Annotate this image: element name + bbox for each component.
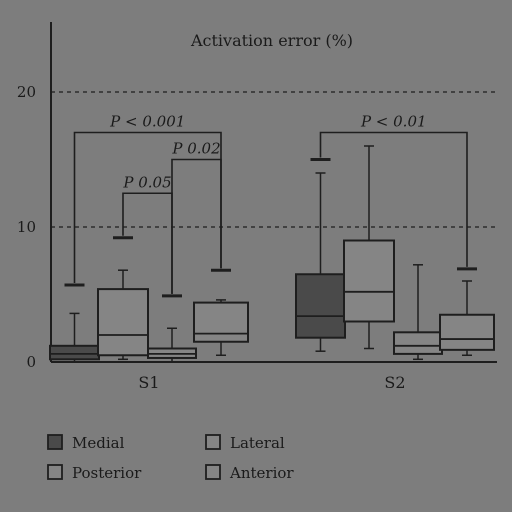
box-anterior-s1 (193, 268, 249, 356)
significance-label: P < 0.01 (360, 113, 427, 131)
legend-swatch (205, 464, 221, 480)
legend-swatch (47, 434, 63, 450)
legend-item-medial: Medial (47, 434, 125, 452)
legend-swatch (47, 464, 63, 480)
grid-layer (51, 91, 497, 228)
significance-annotations: P < 0.001 P 0.02P 0.05 P < 0.01 (73, 113, 468, 294)
x-tick-label: S1 (138, 373, 159, 392)
legend-swatch (205, 434, 221, 450)
box-anterior-s2 (439, 267, 495, 356)
y-tick-label: 10 (17, 218, 36, 236)
y-tick-labels: 0 10 20 (17, 83, 36, 371)
box-plots (49, 145, 495, 363)
legend-label: Anterior (229, 464, 294, 482)
legend: Medial Lateral Posterior Anterior (47, 434, 294, 482)
legend-label: Medial (72, 434, 125, 452)
legend-label: Posterior (72, 464, 142, 482)
box-body (97, 288, 149, 357)
legend-label: Lateral (230, 434, 285, 452)
y-tick-label: 0 (26, 353, 36, 371)
significance-label: P 0.05 (122, 173, 171, 191)
axes-layer (50, 22, 497, 363)
legend-item-posterior: Posterior (47, 464, 142, 482)
box-body (49, 344, 100, 361)
x-tick-label: S2 (384, 373, 405, 392)
bracket-line (319, 131, 468, 267)
legend-item-anterior: Anterior (205, 464, 294, 482)
box-medial-s2 (295, 158, 346, 352)
box-body (295, 273, 346, 339)
legend-item-lateral: Lateral (205, 434, 285, 452)
box-body (193, 301, 249, 343)
x-tick-labels: S1 S2 (138, 373, 405, 392)
box-lateral-s1 (97, 236, 149, 361)
significance-label: P 0.02 (171, 140, 220, 158)
box-posterior-s1 (147, 294, 197, 363)
bracket-line (122, 192, 173, 294)
chart-title: Activation error (%) (190, 31, 353, 50)
box-body (343, 239, 395, 323)
significance-bracket: P 0.05 (122, 173, 173, 294)
box-body (439, 313, 495, 351)
significance-bracket: P < 0.01 (319, 113, 468, 267)
y-tick-label: 20 (17, 83, 36, 101)
box-lateral-s2 (343, 145, 395, 350)
box-body (393, 331, 443, 355)
significance-label: P < 0.001 (109, 113, 185, 131)
